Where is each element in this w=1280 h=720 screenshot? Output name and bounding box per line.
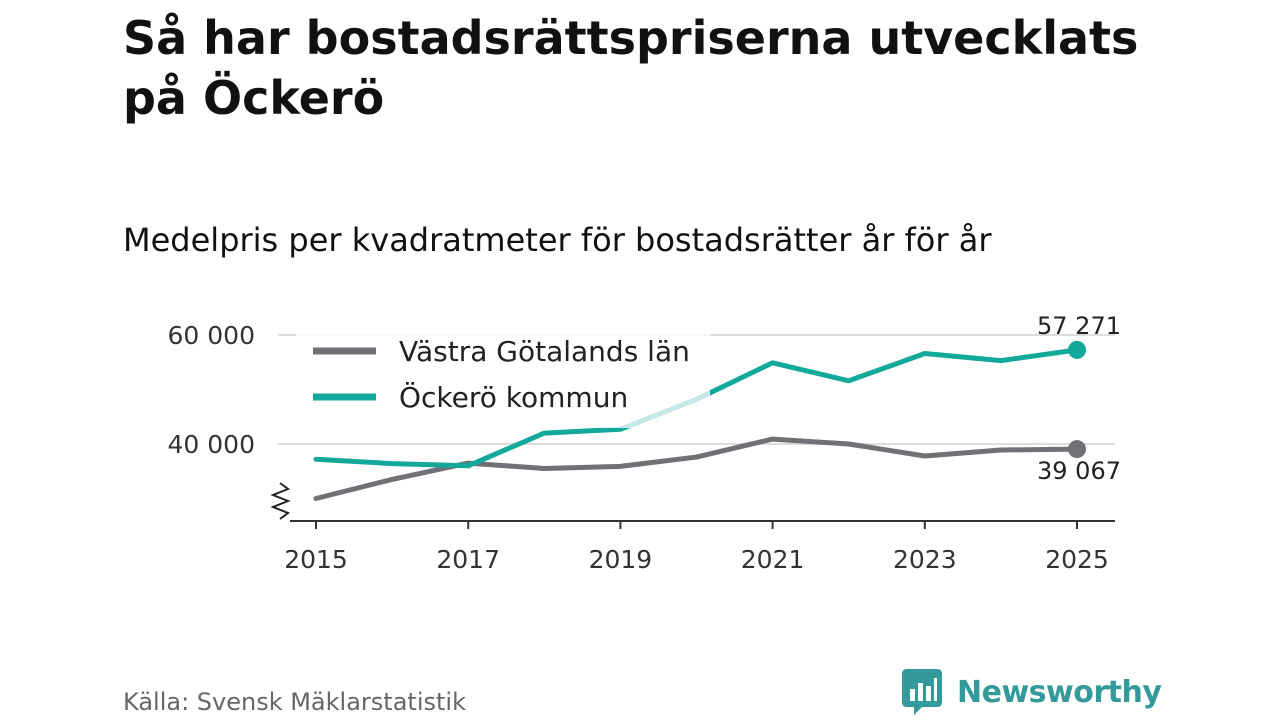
end-value-label: 57 271 <box>1037 312 1121 340</box>
x-tick-label: 2021 <box>741 545 805 574</box>
axis-break-icon <box>270 482 291 520</box>
y-tick-label: 60 000 <box>168 321 255 350</box>
end-point-marker <box>1068 440 1086 459</box>
line-chart: 40 000 60 000 2015 2017 2019 2021 2023 2025 Väst… <box>168 312 1121 574</box>
end-point-marker <box>1068 340 1086 359</box>
legend-label: Västra Götalands län <box>399 335 690 368</box>
legend-label: Öckerö kommun <box>399 380 628 414</box>
source-note: Källa: Svensk Mäklarstatistik <box>123 688 466 716</box>
x-tick-label: 2025 <box>1045 545 1109 574</box>
chart-title: Så har bostadsrättspriserna utvecklats p… <box>123 11 1139 125</box>
x-tick-label: 2015 <box>284 545 348 574</box>
x-tick-label: 2023 <box>893 545 957 574</box>
x-tick-label: 2017 <box>436 545 500 574</box>
end-value-label: 39 067 <box>1037 457 1121 485</box>
chart-subtitle: Medelpris per kvadratmeter för bostadsrä… <box>123 221 992 259</box>
brand-name: Newsworthy <box>957 674 1162 710</box>
bar-chart-bubble-icon <box>902 669 942 715</box>
legend-background <box>296 330 710 428</box>
newsworthy-logo: Newsworthy <box>902 669 1162 715</box>
y-tick-label: 40 000 <box>168 430 255 459</box>
x-tick-label: 2019 <box>589 545 653 574</box>
series-line-vastra-gotaland <box>313 436 1080 501</box>
